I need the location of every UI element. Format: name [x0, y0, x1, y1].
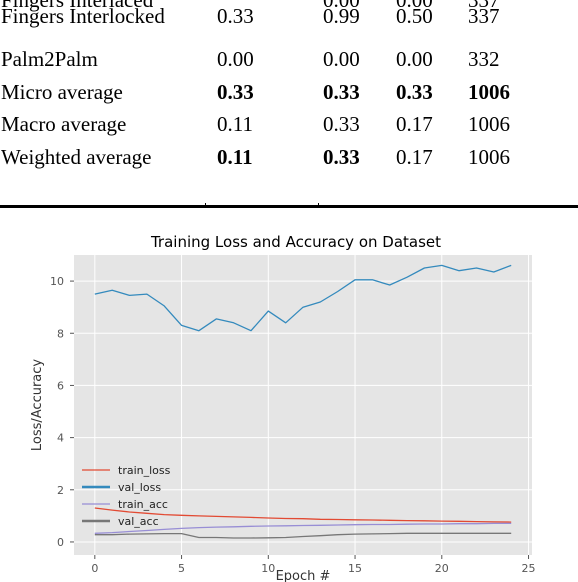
cell-value: 1006 — [468, 80, 510, 104]
legend-label: train_acc — [118, 498, 168, 511]
table-row: Micro average 0.33 0.33 0.33 1006 — [0, 76, 578, 108]
series-line-train-loss — [94, 507, 512, 523]
rule-tick-mark — [318, 203, 319, 207]
y-tick-label: 4 — [57, 432, 64, 445]
row-label: Weighted average — [1, 145, 152, 169]
training-chart: Training Loss and Accuracy on Dataset 0 5… — [0, 222, 578, 582]
cell-value: 0.33 — [217, 80, 254, 104]
cell-value: 0.99 — [323, 4, 360, 28]
cell-value: 0.50 — [396, 4, 433, 28]
row-label: Palm2Palm — [1, 47, 98, 71]
row-label: Micro average — [1, 80, 123, 104]
cell-value: 0.00 — [217, 47, 254, 71]
axis-ticks: 0 5 10 15 20 25 0 2 4 6 8 10 — [50, 275, 536, 575]
y-axis-label: Loss/Accuracy — [30, 359, 45, 452]
x-tick-label: 5 — [178, 562, 185, 575]
cell-value: 337 — [468, 4, 500, 28]
cell-value: 332 — [468, 47, 500, 71]
cell-value: 0.11 — [217, 145, 253, 169]
legend-label: val_acc — [118, 515, 159, 528]
cell-value: 1006 — [468, 145, 510, 169]
row-label: Fingers Interlaced — [1, 0, 154, 12]
row-label: Fingers Interlocked — [1, 4, 165, 28]
cell-value: 0.33 — [323, 145, 360, 169]
grid-lines — [74, 255, 532, 555]
series-line-val-loss — [94, 264, 512, 332]
table-row: Macro average 0.11 0.33 0.17 1006 — [0, 108, 578, 140]
table-bottom-rule — [0, 205, 578, 208]
cell-value: 0.33 — [217, 4, 254, 28]
y-tick-label: 2 — [57, 484, 64, 497]
cell-value: 0.00 — [323, 47, 360, 71]
x-axis-label: Epoch # — [276, 569, 331, 582]
x-tick-label: 0 — [91, 562, 98, 575]
legend-label: train_loss — [118, 464, 171, 477]
cell-value: 337 — [468, 0, 500, 12]
legend: train_loss val_loss train_acc val_acc — [82, 464, 171, 528]
series-line-val-acc — [94, 532, 512, 539]
x-tick-label: 20 — [435, 562, 449, 575]
table-row: Fingers Interlocked 0.33 0.99 0.50 337 — [0, 0, 578, 32]
chart-svg: Training Loss and Accuracy on Dataset 0 5… — [30, 233, 536, 582]
metrics-table: Fingers Interlaced 0.00 0.00 337 Fingers Int… — [0, 0, 578, 190]
cell-value: 0.00 — [396, 0, 433, 12]
rule-tick-mark — [205, 203, 206, 207]
row-label: Macro average — [1, 112, 127, 136]
x-tick-label: 10 — [261, 562, 275, 575]
cell-value: 0.33 — [323, 80, 360, 104]
y-tick-label: 10 — [50, 275, 64, 288]
y-tick-label: 8 — [57, 327, 64, 340]
cell-value: 0.17 — [396, 112, 433, 136]
chart-title: Training Loss and Accuracy on Dataset — [150, 233, 441, 251]
cell-value: 1006 — [468, 112, 510, 136]
cell-value: 0.33 — [396, 80, 433, 104]
x-tick-label: 15 — [348, 562, 362, 575]
table-row: Palm2Palm 0.00 0.00 0.00 332 — [0, 43, 578, 75]
table-row: Fingers Interlaced 0.00 0.00 337 — [0, 0, 578, 16]
y-tick-label: 0 — [57, 536, 64, 549]
plot-area — [74, 255, 532, 555]
x-tick-label: 25 — [522, 562, 536, 575]
series-lines — [94, 264, 512, 539]
cell-value: 0.00 — [323, 0, 360, 12]
series-line-train-acc — [94, 522, 512, 534]
table-row: Weighted average 0.11 0.33 0.17 1006 — [0, 141, 578, 173]
legend-label: val_loss — [118, 481, 161, 494]
cell-value: 0.17 — [396, 145, 433, 169]
cell-value: 0.00 — [396, 47, 433, 71]
y-tick-label: 6 — [57, 379, 64, 392]
cell-value: 0.11 — [217, 112, 253, 136]
cell-value: 0.33 — [323, 112, 360, 136]
